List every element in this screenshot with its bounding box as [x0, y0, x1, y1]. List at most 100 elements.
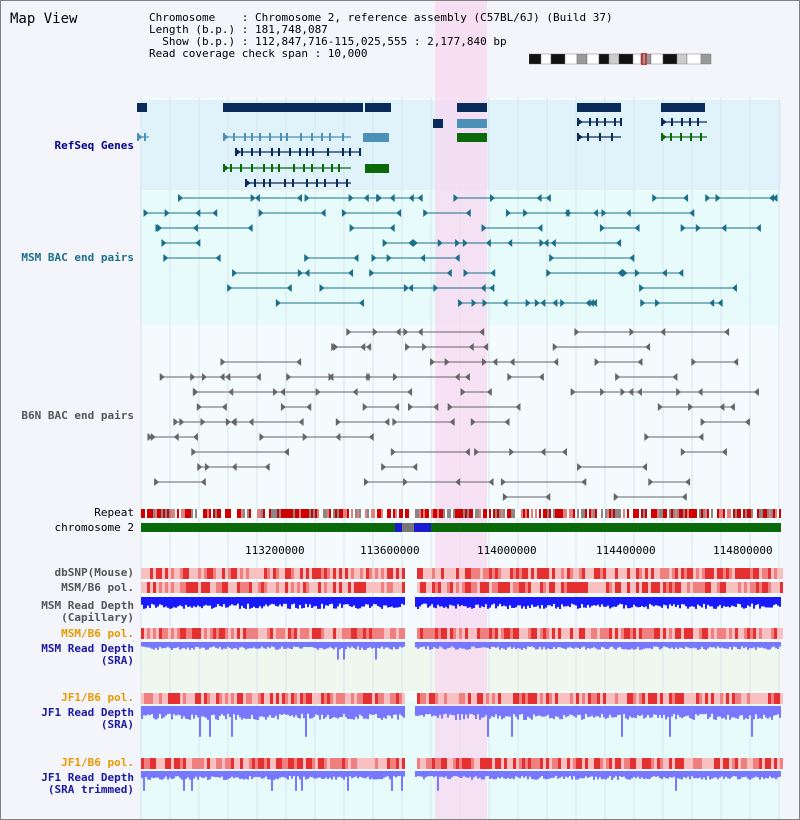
repeat-mark	[663, 509, 665, 518]
repeat-mark	[429, 509, 431, 518]
read-depth-bar	[583, 771, 585, 779]
read-depth-bar	[175, 642, 177, 649]
read-depth-bar	[491, 706, 493, 717]
polymorphism-mark	[147, 582, 150, 593]
read-depth-bar	[607, 771, 609, 778]
polymorphism-mark	[141, 628, 144, 639]
read-depth-bar	[507, 706, 509, 717]
polymorphism-mark	[204, 628, 207, 639]
polymorphism-mark	[537, 628, 540, 639]
polymorphism-mark	[651, 693, 654, 704]
polymorphism-mark	[327, 693, 330, 704]
read-depth-bar	[511, 771, 513, 779]
polymorphism-mark	[531, 582, 534, 593]
polymorphism-mark	[189, 693, 192, 704]
polymorphism-mark	[774, 582, 777, 593]
read-depth-bar	[257, 597, 259, 609]
read-depth-bar	[239, 597, 241, 609]
polymorphism-mark	[672, 758, 675, 769]
read-depth-bar	[639, 642, 641, 650]
read-depth-bar	[651, 597, 653, 606]
read-depth-bar	[733, 706, 735, 718]
polymorphism-mark	[570, 582, 573, 593]
read-depth-bar	[581, 642, 583, 648]
read-depth-bar	[301, 706, 303, 714]
read-depth-bar	[709, 771, 711, 780]
read-depth-bar	[557, 642, 559, 648]
chromosome-ideogram[interactable]	[529, 53, 713, 65]
read-depth-bar	[195, 642, 197, 647]
read-depth-bar	[167, 706, 169, 715]
read-depth-bar	[565, 771, 567, 777]
polymorphism-mark	[219, 628, 222, 639]
read-depth-bar	[573, 771, 575, 777]
bac-end-marker	[408, 239, 414, 247]
read-depth-bar	[339, 642, 341, 650]
polymorphism-mark	[582, 628, 585, 639]
read-depth-bar	[243, 597, 245, 609]
polymorphism-mark	[696, 693, 699, 704]
read-depth-bar	[255, 771, 257, 777]
read-depth-bar	[763, 597, 765, 607]
read-depth-bar	[185, 771, 187, 779]
read-depth-bar	[245, 706, 247, 719]
bac-end-marker	[689, 209, 695, 217]
read-depth-bar	[683, 642, 685, 649]
read-depth-bar	[191, 771, 193, 791]
read-depth-bar	[291, 597, 293, 605]
repeat-mark	[741, 509, 743, 518]
polymorphism-mark	[681, 758, 684, 769]
read-depth-bar	[493, 706, 495, 718]
polymorphism-mark	[186, 582, 189, 593]
read-depth-bar	[631, 597, 633, 608]
polymorphism-mark	[678, 693, 681, 704]
polymorphism-mark	[561, 568, 564, 579]
repeat-mark	[289, 509, 291, 518]
bac-end-marker	[481, 224, 487, 232]
b6n-bac-label: B6N BAC end pairs	[21, 409, 134, 422]
polymorphism-mark	[573, 758, 576, 769]
polymorphism-mark	[609, 758, 612, 769]
read-depth-bar	[479, 771, 481, 778]
read-depth-bar	[547, 771, 549, 779]
repeat-mark	[499, 509, 501, 518]
read-depth-bar	[349, 597, 351, 607]
read-depth-bar	[281, 597, 283, 607]
polymorphism-mark	[516, 628, 519, 639]
read-depth-bar	[351, 771, 353, 779]
read-depth-bar	[545, 706, 547, 717]
polymorphism-mark	[297, 582, 300, 593]
read-depth-bar	[333, 771, 335, 777]
polymorphism-mark	[285, 568, 288, 579]
polymorphism-mark	[234, 693, 237, 704]
read-depth-bar	[159, 642, 161, 647]
polymorphism-mark	[627, 628, 630, 639]
read-depth-bar	[251, 706, 253, 715]
read-depth-bar	[527, 597, 529, 606]
read-depth-bar	[421, 597, 423, 605]
bac-end-marker	[221, 403, 227, 411]
read-depth-bar	[349, 771, 351, 777]
polymorphism-mark	[717, 758, 720, 769]
polymorphism-mark	[627, 568, 630, 579]
read-depth-bar	[771, 706, 773, 720]
bac-end-marker	[644, 433, 650, 441]
polymorphism-mark	[507, 582, 510, 593]
ideogram-position-marker[interactable]	[641, 53, 647, 65]
polymorphism-mark	[237, 758, 240, 769]
read-depth-bar	[185, 706, 187, 719]
read-depth-bar	[663, 771, 665, 778]
polymorphism-mark	[765, 628, 768, 639]
polymorphism-mark	[201, 758, 204, 769]
polymorphism-mark	[660, 693, 663, 704]
read-depth-bar	[733, 642, 735, 647]
polymorphism-mark	[762, 758, 765, 769]
repeat-mark	[585, 509, 587, 518]
polymorphism-mark	[666, 568, 669, 579]
repeat-mark	[251, 509, 253, 518]
polymorphism-mark	[465, 582, 468, 593]
read-depth-bar	[213, 706, 215, 715]
polymorphism-mark	[294, 758, 297, 769]
read-depth-bar	[755, 706, 757, 715]
